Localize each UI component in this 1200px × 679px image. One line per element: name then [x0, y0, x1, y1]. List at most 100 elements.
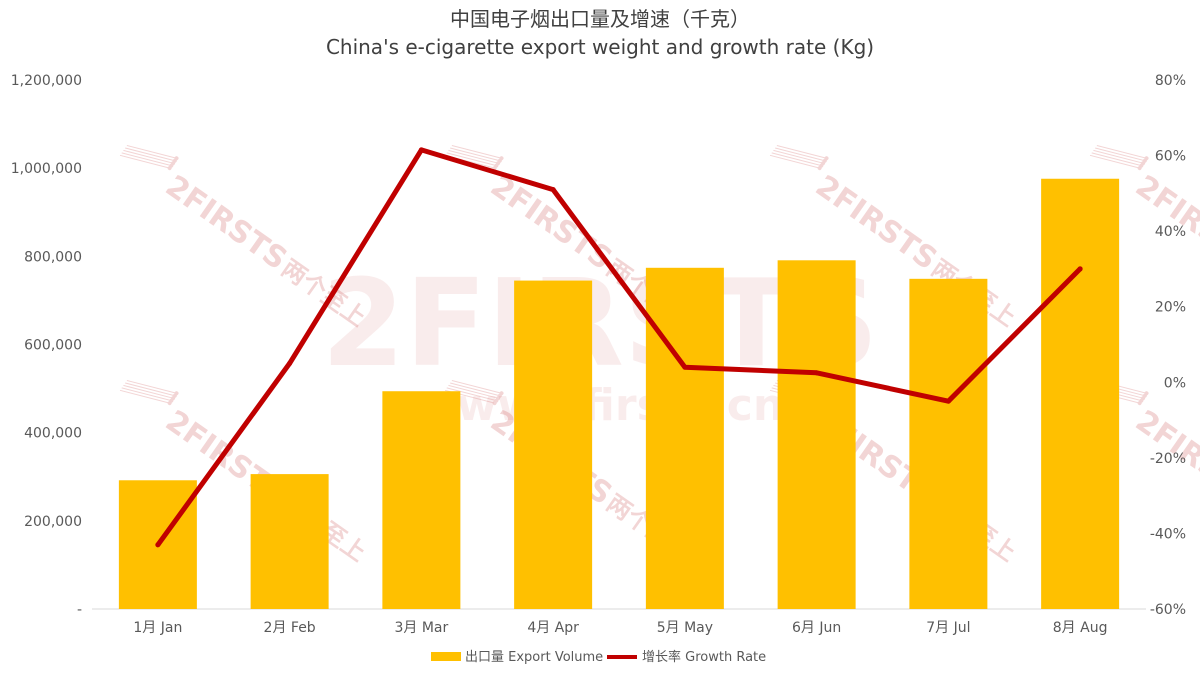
right-axis-tick-label: -60%	[1150, 602, 1186, 618]
chart-subtitle: China's e-cigarette export weight and gr…	[326, 35, 874, 59]
watermark-line	[448, 384, 499, 399]
bar-export-volume	[777, 260, 856, 609]
watermark-dot	[167, 166, 172, 171]
growth-rate-point	[287, 360, 293, 366]
x-axis-labels: 1月 Jan 2月 Feb 3月 Mar 4月 Apr 5月 May 6月 Jun 7月 J…	[133, 620, 1107, 636]
right-axis-tick-label: 0%	[1164, 375, 1186, 391]
bar-export-volume	[382, 391, 461, 609]
watermark-line	[771, 152, 822, 167]
watermark-line	[1096, 145, 1147, 159]
watermark-line	[126, 145, 177, 159]
watermark-line	[446, 387, 497, 402]
watermark-dot	[172, 393, 177, 398]
legend-swatch-export-volume	[431, 652, 461, 661]
line-series	[155, 147, 1083, 548]
watermark-line	[126, 380, 177, 394]
growth-rate-point	[418, 147, 424, 153]
chart-title: 中国电子烟出口量及增速（千克）	[450, 7, 750, 31]
bar-export-volume	[514, 280, 593, 609]
watermark-dot	[824, 156, 829, 161]
watermark-line	[125, 147, 175, 162]
left-axis-tick-label: 600,000	[24, 338, 82, 354]
x-axis-tick-label: 3月 Mar	[394, 620, 448, 636]
x-axis-tick-label: 8月 Aug	[1053, 620, 1108, 636]
x-axis-tick-label: 2月 Feb	[264, 620, 316, 636]
watermark-line	[1089, 154, 1140, 169]
watermark-dot	[167, 401, 172, 406]
watermark-line	[123, 384, 174, 399]
watermark-line	[769, 154, 820, 169]
watermark-dot	[821, 161, 826, 166]
watermark-dot	[1144, 391, 1149, 396]
left-axis-tick-label: 1,000,000	[11, 161, 82, 177]
watermark-dot	[172, 158, 177, 163]
right-axis-tick-label: -20%	[1150, 451, 1186, 467]
growth-rate-point	[1077, 266, 1083, 272]
watermark-line	[451, 380, 502, 394]
watermark-dot	[1141, 161, 1146, 166]
growth-rate-point	[945, 398, 951, 404]
watermark-dot	[492, 401, 497, 406]
watermark-line	[1093, 149, 1144, 164]
watermark-dot	[1139, 163, 1144, 168]
watermark-brand-text: 2FIRSTS	[159, 169, 293, 278]
watermark-dot	[171, 161, 176, 166]
left-axis-tick-label: 200,000	[24, 514, 82, 530]
watermark-dot	[174, 391, 179, 396]
watermark-line	[119, 154, 170, 169]
x-axis-tick-label: 4月 Apr	[527, 620, 579, 636]
watermark-line	[446, 152, 497, 167]
left-axis-tick-label: 400,000	[24, 426, 82, 442]
right-axis: -60% -40% -20% 0% 20% 40% 60% 80%	[1150, 73, 1186, 618]
left-axis: - 200,000 400,000 600,000 800,000 1,000,000 1,…	[11, 73, 82, 618]
watermark-line	[776, 145, 827, 159]
x-axis-tick-label: 6月 Jun	[792, 620, 841, 636]
watermark-dot	[1142, 393, 1147, 398]
watermark-line	[773, 149, 824, 164]
watermark-line	[450, 382, 500, 397]
watermark-center-url: www.2firsts.cn	[416, 380, 784, 431]
x-axis-tick-label: 5月 May	[657, 620, 713, 636]
watermark-dot	[169, 163, 174, 168]
watermark-line	[448, 149, 499, 164]
right-axis-tick-label: 20%	[1155, 300, 1186, 316]
watermark-dot	[174, 156, 179, 161]
growth-rate-line	[155, 147, 1083, 548]
legend-label-export-volume[interactable]: 出口量 Export Volume	[465, 650, 603, 665]
left-axis-tick-label: 1,200,000	[11, 73, 82, 89]
watermark-dot	[499, 391, 504, 396]
growth-rate-point	[814, 370, 820, 376]
growth-rate-point	[682, 364, 688, 370]
right-axis-tick-label: 80%	[1155, 73, 1186, 89]
left-axis-tick-label: 800,000	[24, 249, 82, 265]
right-axis-tick-label: 40%	[1155, 224, 1186, 240]
bar-export-volume	[250, 474, 329, 609]
watermark-line	[119, 389, 170, 404]
bar-export-volume	[1041, 178, 1120, 609]
watermark-dot	[822, 158, 827, 163]
watermark-dot	[1141, 396, 1146, 401]
watermark-line	[1091, 152, 1142, 167]
watermark-line	[1095, 147, 1145, 162]
bar-export-volume	[645, 267, 724, 609]
watermark-dot	[494, 398, 499, 403]
watermark-line	[775, 147, 825, 162]
watermark-dot	[496, 161, 501, 166]
left-axis-tick-label: -	[77, 602, 82, 618]
watermark-dot	[497, 393, 502, 398]
bar-export-volume	[909, 278, 988, 609]
watermark-dot	[817, 166, 822, 171]
watermark-dot	[1139, 398, 1144, 403]
bar-series	[118, 178, 1120, 609]
watermark-line	[450, 147, 500, 162]
watermark-dot	[496, 396, 501, 401]
right-axis-tick-label: 60%	[1155, 149, 1186, 165]
watermark-dot	[1144, 156, 1149, 161]
growth-rate-point	[550, 187, 556, 193]
growth-rate-point	[155, 542, 161, 548]
watermark-dot	[1137, 166, 1142, 171]
watermark-dot	[497, 158, 502, 163]
legend-label-growth-rate[interactable]: 增长率 Growth Rate	[642, 649, 766, 665]
watermark-line	[121, 387, 172, 402]
